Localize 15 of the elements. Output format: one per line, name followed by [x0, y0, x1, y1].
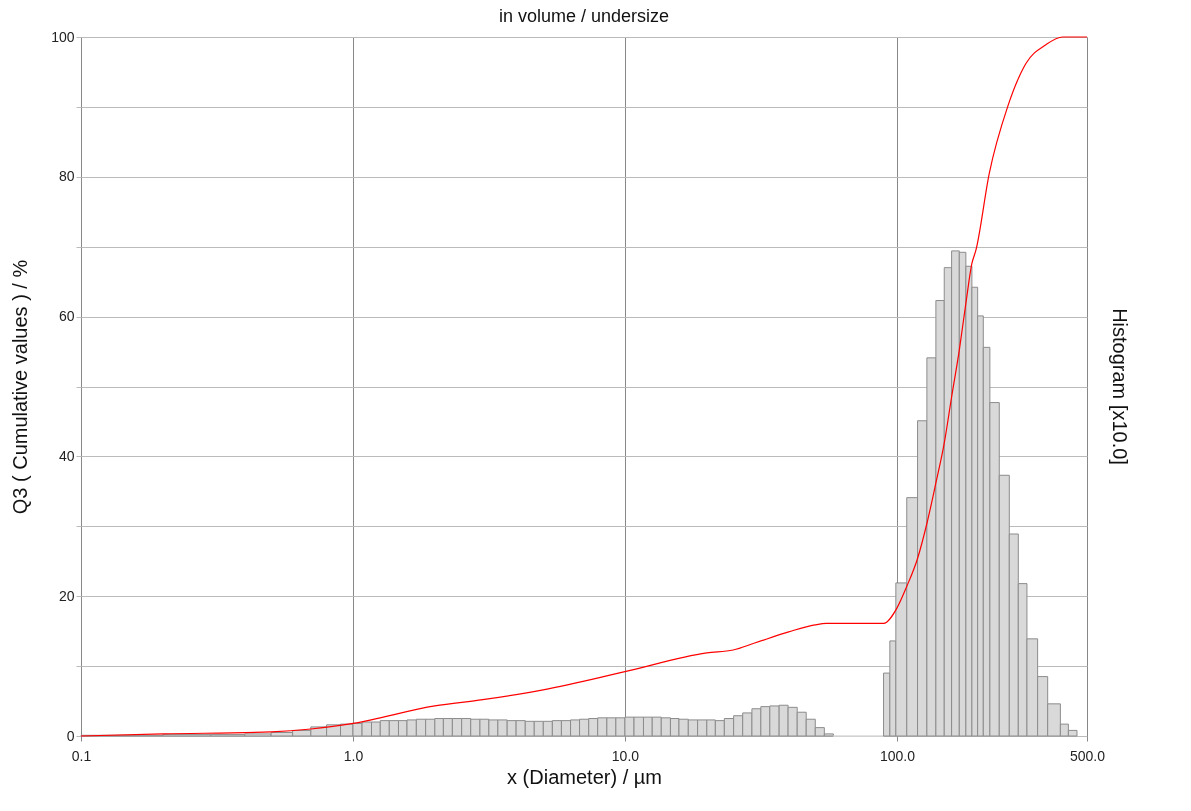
x-tick-label: 10.0: [611, 747, 640, 764]
x-tick-label: 1.0: [343, 747, 364, 764]
y-tick-label: 40: [58, 447, 75, 464]
y-axis-title: Q3 ( Cumulative values ) / %: [9, 259, 32, 515]
x-axis-title: x (Diameter) / µm: [507, 765, 662, 788]
y2-axis-title: Histogram [x10.0]: [1109, 308, 1131, 465]
y-tick-label: 80: [58, 168, 75, 185]
x-tick-label: 0.1: [71, 747, 92, 764]
y-tick-label: 20: [58, 587, 75, 604]
x-tick-label: 500.0: [1069, 747, 1106, 764]
y-tick-label: 100: [51, 28, 75, 45]
x-tick-label: 100.0: [879, 747, 916, 764]
chart-title: in volume / undersize: [498, 6, 670, 26]
y-tick-label: 60: [58, 308, 75, 325]
y-tick-label: 0: [66, 727, 75, 744]
